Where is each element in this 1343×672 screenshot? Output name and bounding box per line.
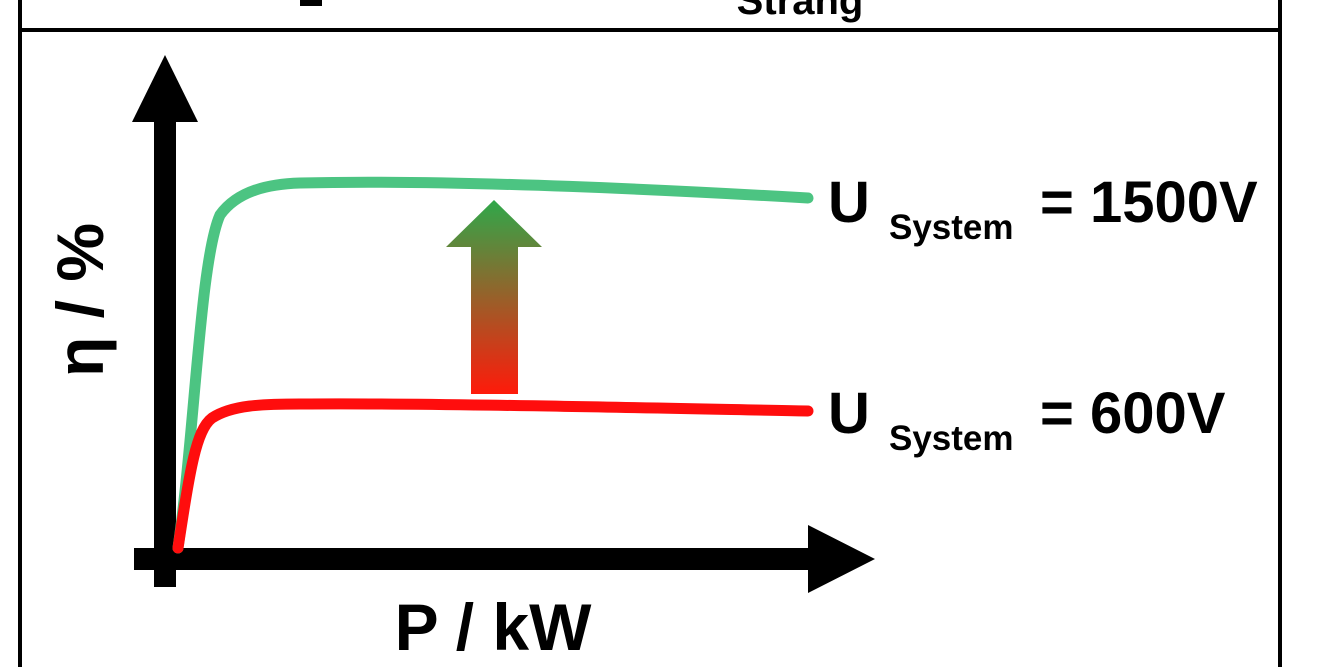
label-1500v-value: = 1500V: [1040, 170, 1258, 235]
top-cutoff-mark: [300, 0, 322, 6]
x-axis-arrowhead: [808, 525, 875, 593]
label-600v-subscript: System: [889, 419, 1014, 458]
label-1500v: U System = 1500V: [828, 170, 1258, 247]
label-1500v-subscript: System: [889, 208, 1014, 247]
label-600v: U System = 600V: [828, 381, 1226, 458]
y-axis-line: [154, 112, 176, 587]
x-axis-label: P / kW: [395, 590, 593, 664]
y-axis-arrowhead: [132, 55, 198, 122]
label-1500v-prefix: U: [828, 170, 870, 235]
label-600v-value: = 600V: [1040, 381, 1226, 446]
label-600v-prefix: U: [828, 381, 870, 446]
curve-600v: [172, 398, 814, 554]
curve-1500v: [172, 176, 814, 554]
x-axis-line: [134, 548, 814, 570]
y-axis-label: η / %: [43, 223, 117, 377]
frame-border: [18, 0, 1282, 672]
increase-arrow: [446, 200, 542, 394]
top-caption: Strang: [737, 0, 864, 23]
